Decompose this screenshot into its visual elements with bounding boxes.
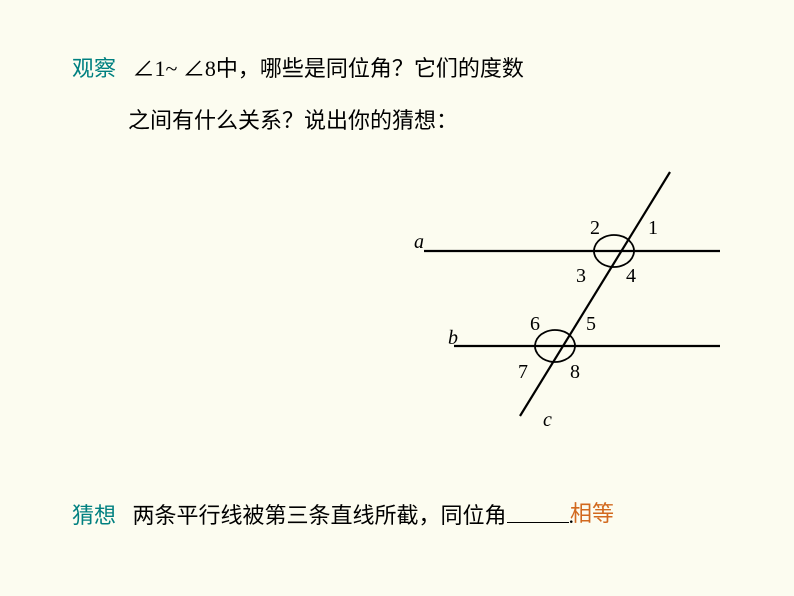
- svg-text:2: 2: [590, 217, 600, 239]
- svg-text:7: 7: [518, 361, 528, 383]
- svg-text:6: 6: [530, 313, 540, 335]
- blank-line: [507, 500, 569, 523]
- svg-text:5: 5: [586, 313, 596, 335]
- svg-text:4: 4: [626, 265, 636, 287]
- svg-text:c: c: [543, 409, 552, 431]
- svg-text:b: b: [448, 327, 458, 349]
- svg-text:a: a: [414, 231, 424, 253]
- svg-text:8: 8: [570, 361, 580, 383]
- conjecture-label: 猜想: [72, 503, 116, 528]
- conjecture-answer: 相等: [570, 496, 614, 528]
- diagram-svg: a b c 1 2 3 4 5 6 7 8: [390, 160, 730, 440]
- svg-text:1: 1: [648, 217, 658, 239]
- conjecture-line: 猜想 两条平行线被第三条直线所截，同位角.: [72, 500, 574, 532]
- angles-diagram: a b c 1 2 3 4 5 6 7 8: [390, 160, 730, 446]
- observe-line1: 观察 ∠1~ ∠8中，哪些是同位角？它们的度数: [72, 54, 524, 85]
- observe-text2: 之间有什么关系？说出你的猜想：: [128, 108, 458, 133]
- observe-label: 观察: [72, 56, 116, 81]
- observe-text1: ∠1~ ∠8中，哪些是同位角？它们的度数: [133, 56, 524, 81]
- observe-line2: 之间有什么关系？说出你的猜想：: [128, 106, 458, 137]
- conjecture-text: 两条平行线被第三条直线所截，同位角: [133, 503, 507, 528]
- svg-text:3: 3: [576, 265, 586, 287]
